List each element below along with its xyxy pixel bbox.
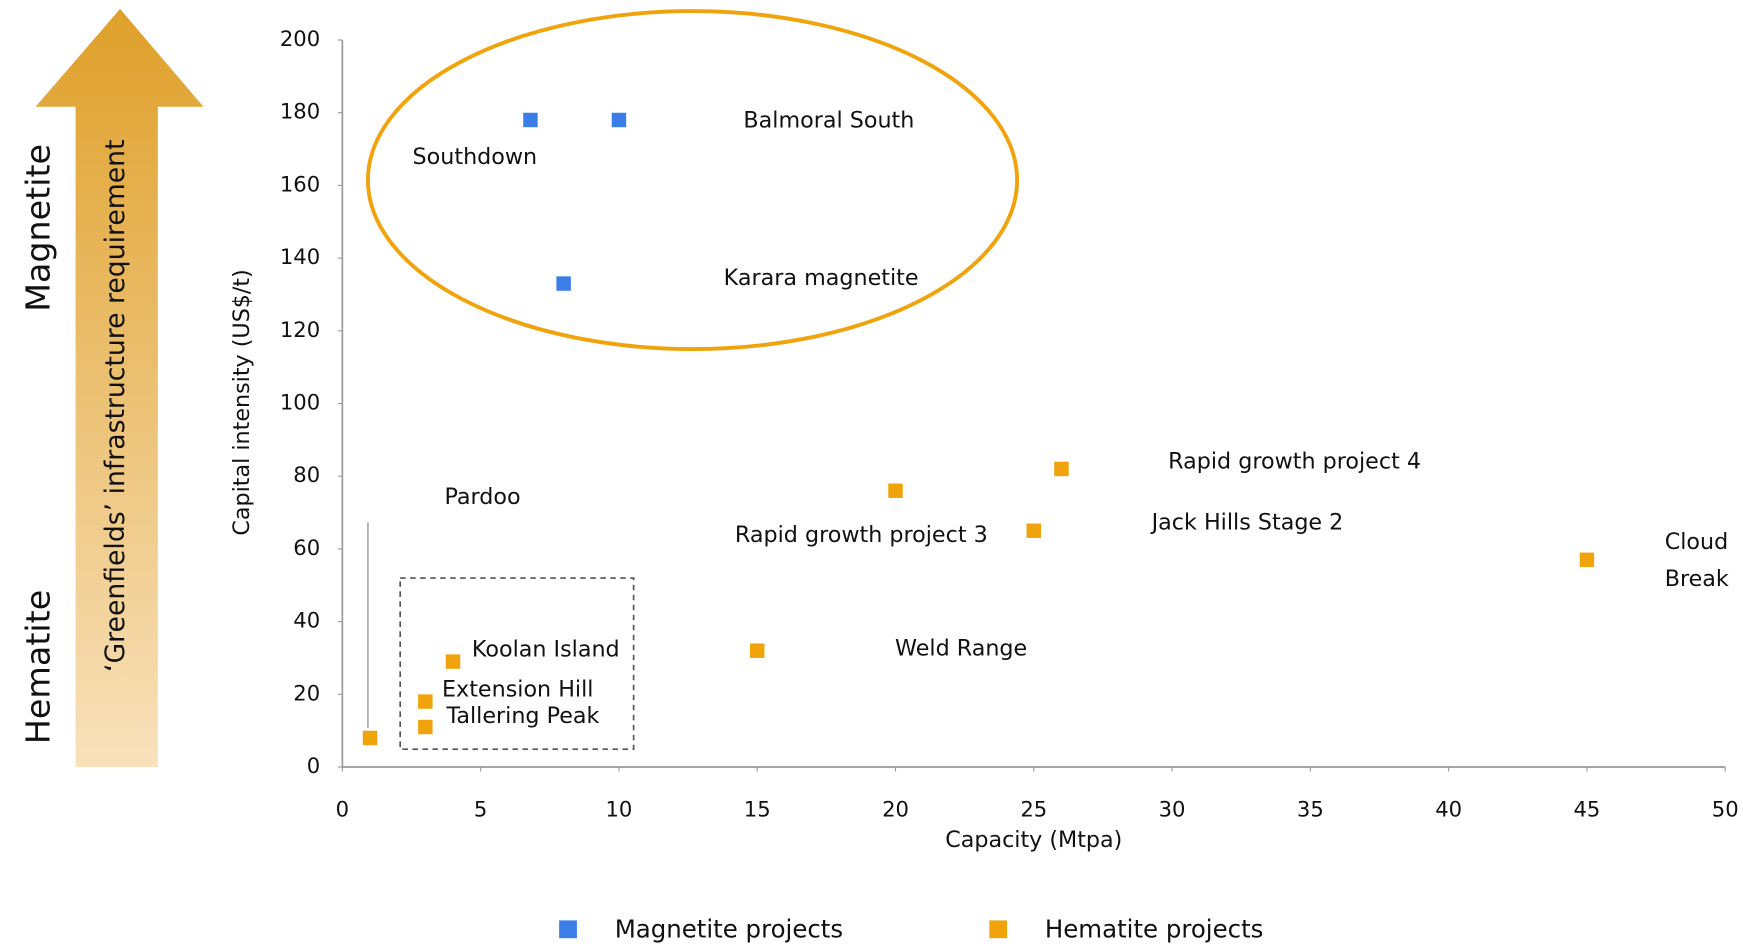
point-label: Weld Range [895, 634, 1028, 662]
hematite-label: Hematite [19, 590, 58, 744]
marker [523, 112, 538, 128]
mount-gibson-box [399, 577, 635, 751]
point-label: Koolan Island [471, 635, 620, 663]
marker [362, 730, 378, 746]
x-tick-label: 5 [474, 796, 487, 821]
y-tick-label: 160 [280, 171, 320, 196]
point-label: Rapid growth project 4 [1168, 447, 1422, 474]
legend-label: Magnetite projects [615, 914, 843, 943]
point-label: Tallering Peak [446, 701, 600, 729]
y-tick-label: 0 [307, 753, 320, 778]
magnetite-label: Magnetite [19, 144, 58, 312]
x-tick-label: 35 [1297, 796, 1324, 821]
x-tick-label: 30 [1159, 796, 1186, 821]
legend-label: Hematite projects [1045, 914, 1264, 943]
y-tick-label: 140 [280, 244, 320, 269]
magnetite-ellipse [365, 9, 1020, 351]
x-tick-label: 40 [1435, 796, 1462, 821]
x-axis-title: Capacity (Mtpa) [945, 827, 1122, 853]
marker [445, 654, 461, 669]
marker [611, 112, 627, 128]
marker [418, 694, 433, 709]
x-tick-label: 15 [744, 796, 771, 821]
y-tick-label: 120 [280, 317, 320, 342]
x-tick-label: 45 [1573, 796, 1600, 821]
marker [1026, 523, 1042, 538]
x-tick-label: 0 [336, 796, 349, 821]
marker [556, 276, 571, 291]
point-label: Balmoral South [743, 106, 915, 133]
legend-swatch [559, 920, 577, 939]
y-tick-label: 180 [280, 99, 320, 124]
x-tick-label: 10 [606, 796, 633, 821]
point-label: Jack Hills Stage 2 [1151, 509, 1344, 536]
x-tick-label: 25 [1020, 796, 1047, 821]
point-label: Cloud Break [1664, 527, 1729, 591]
x-tick-label: 50 [1712, 796, 1739, 821]
legend-swatch [989, 920, 1008, 939]
y-tick-label: 20 [293, 680, 320, 705]
point-label: Southdown [412, 142, 538, 170]
arrow [35, 8, 204, 768]
marker [1579, 552, 1595, 568]
marker [888, 483, 903, 498]
y-axis-title: Capital intensity (US$/t) [229, 269, 255, 535]
y-tick-label: 80 [293, 462, 320, 487]
y-tick-label: 200 [280, 26, 320, 51]
point-label: Karara magnetite [723, 264, 919, 291]
point-label: Pardoo [444, 482, 521, 510]
marker [749, 643, 765, 658]
marker [1054, 461, 1069, 477]
arrow-label: ‘Greenfields’ infrastructure requirement [100, 140, 131, 672]
y-tick-label: 40 [293, 608, 320, 633]
point-label: Extension Hill [441, 675, 594, 703]
x-tick-label: 20 [882, 796, 909, 821]
y-tick-label: 100 [280, 390, 320, 415]
point-label: Rapid growth project 3 [734, 521, 988, 548]
marker [418, 719, 433, 735]
y-tick-label: 60 [293, 535, 320, 560]
